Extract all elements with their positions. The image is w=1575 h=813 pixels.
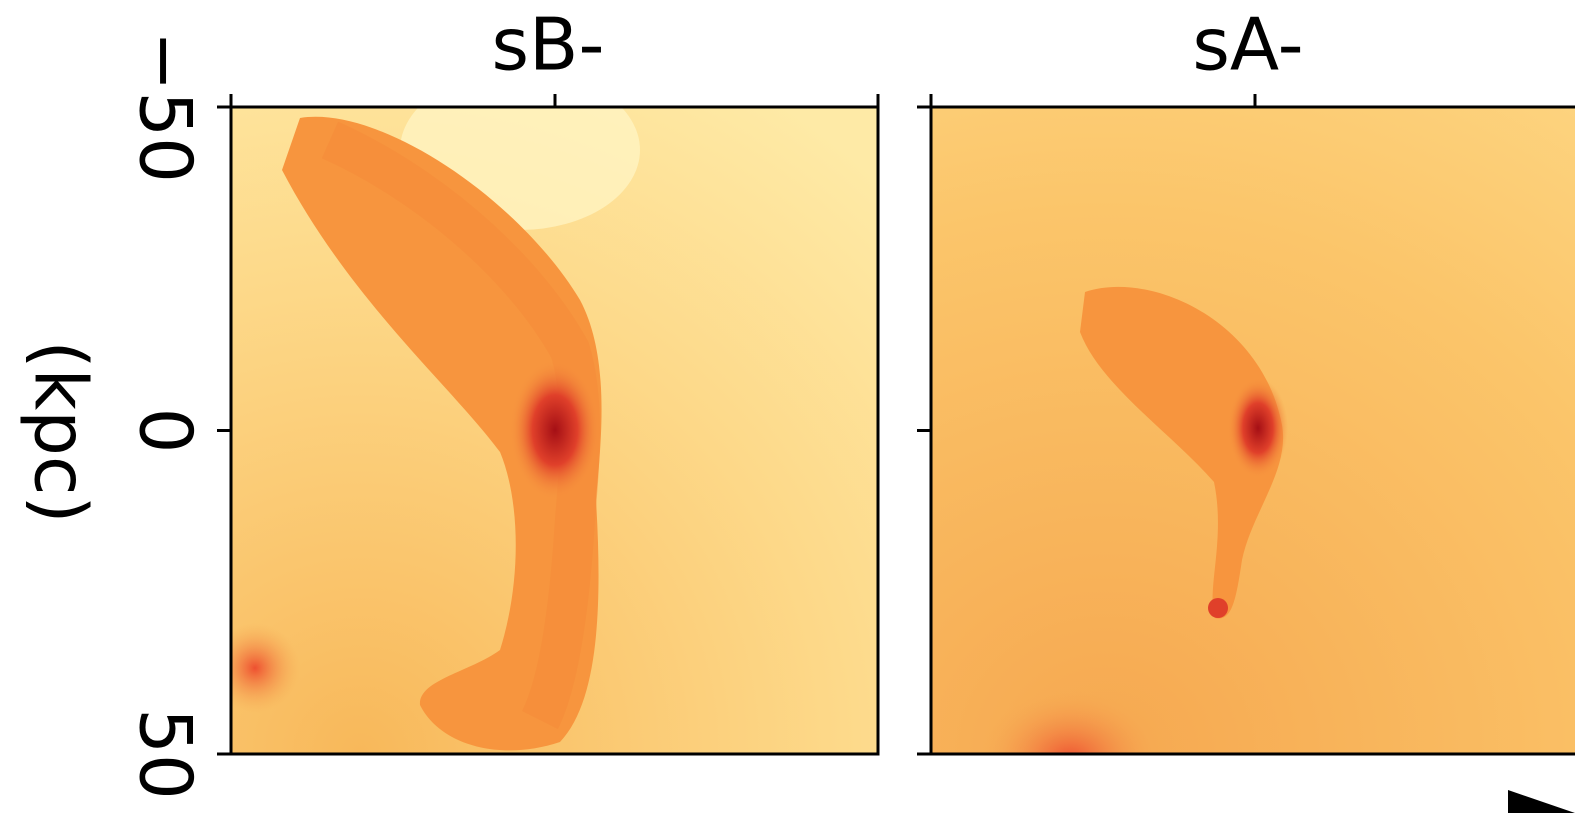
panel-image bbox=[231, 107, 878, 754]
arrow-head bbox=[1508, 790, 1575, 813]
panel-image bbox=[931, 107, 1575, 754]
y-axis-label: (kpc) bbox=[18, 340, 102, 523]
panel-title: sB- bbox=[492, 3, 605, 87]
y-tick-label: −50 bbox=[123, 31, 207, 183]
panel-title: sA- bbox=[1192, 3, 1303, 87]
y-tick-label: 0 bbox=[123, 408, 207, 454]
y-tick-label: 50 bbox=[123, 708, 207, 800]
